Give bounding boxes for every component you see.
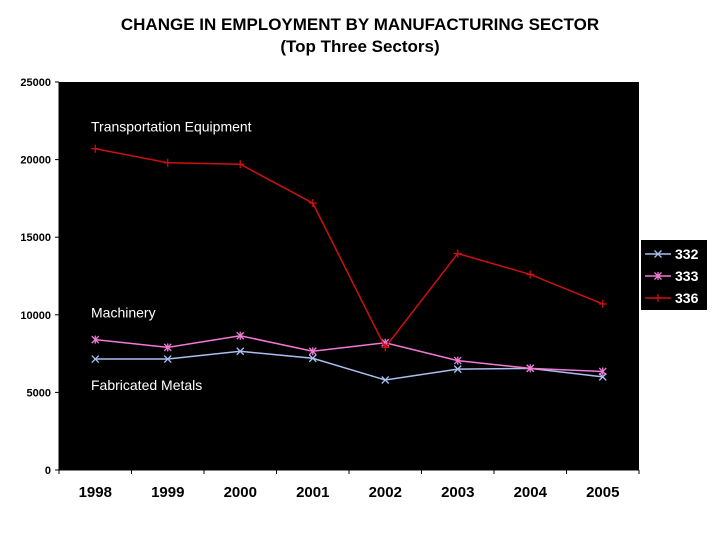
y-tick-label: 25000 [20, 77, 51, 89]
legend-label: 333 [675, 268, 699, 284]
data-point-336 [526, 270, 535, 279]
data-point-333 [308, 347, 317, 356]
legend-item-336: 336 [645, 290, 699, 306]
data-point-332 [236, 347, 245, 356]
annotation-label: Fabricated Metals [91, 377, 202, 393]
data-point-333 [236, 331, 245, 340]
x-tick-label: 2005 [586, 484, 619, 501]
data-point-336 [453, 249, 462, 258]
data-point-333 [163, 343, 172, 352]
legend-item-332: 332 [645, 246, 699, 262]
x-tick-label: 2002 [369, 484, 402, 501]
data-point-336 [163, 158, 172, 167]
x-tick-label: 1998 [79, 484, 112, 501]
x-tick-label: 2003 [441, 484, 474, 501]
data-point-332 [453, 365, 462, 374]
y-tick-label: 5000 [27, 387, 51, 399]
x-tick-label: 2000 [224, 484, 257, 501]
legend-label: 336 [675, 290, 699, 306]
legend-marker [654, 250, 662, 258]
data-point-332 [381, 376, 390, 384]
y-axis-ticks: 0 5000 10000 15000 20000 25000 [20, 77, 59, 477]
legend: 332 333 336 [641, 240, 707, 310]
data-point-332 [308, 354, 317, 363]
data-point-332 [163, 355, 172, 363]
data-point-333 [526, 364, 535, 373]
y-tick-label: 10000 [20, 310, 51, 322]
data-point-332 [91, 355, 100, 363]
legend-marker [654, 294, 662, 302]
data-point-336 [598, 299, 607, 308]
series-line-332 [95, 350, 603, 381]
data-point-336 [381, 343, 390, 352]
series-line-333 [95, 334, 603, 373]
series-336 [91, 144, 607, 352]
annotation-label: Transportation Equipment [91, 119, 252, 135]
series-333 [91, 331, 607, 376]
legend-item-333: 333 [645, 268, 699, 284]
annotation-label: Machinery [91, 305, 156, 321]
x-axis-ticks: 1998 1999 2000 2001 2002 2003 2004 2005 [58, 470, 640, 501]
annotations-group: Transportation Equipment Machinery Fabrica… [91, 119, 252, 393]
y-tick-label: 0 [45, 465, 51, 477]
y-tick-label: 20000 [20, 155, 51, 167]
data-point-333 [598, 367, 607, 376]
x-tick-label: 2001 [296, 484, 329, 501]
series-group [91, 144, 607, 384]
data-point-336 [236, 160, 245, 169]
series-line-336 [95, 147, 604, 349]
data-point-333 [91, 335, 100, 344]
legend-marker [654, 272, 662, 280]
data-point-333 [453, 356, 462, 365]
legend-label: 332 [675, 246, 699, 262]
data-point-336 [91, 144, 100, 153]
chart-title-block: CHANGE IN EMPLOYMENT BY MANUFACTURING SE… [0, 14, 720, 58]
x-tick-label: 2004 [514, 484, 548, 501]
chart-title: CHANGE IN EMPLOYMENT BY MANUFACTURING SE… [120, 15, 600, 34]
data-point-336 [308, 199, 317, 208]
x-tick-label: 1999 [151, 484, 184, 501]
chart-subtitle: (Top Three Sectors) [280, 37, 440, 56]
y-tick-label: 15000 [20, 232, 51, 244]
